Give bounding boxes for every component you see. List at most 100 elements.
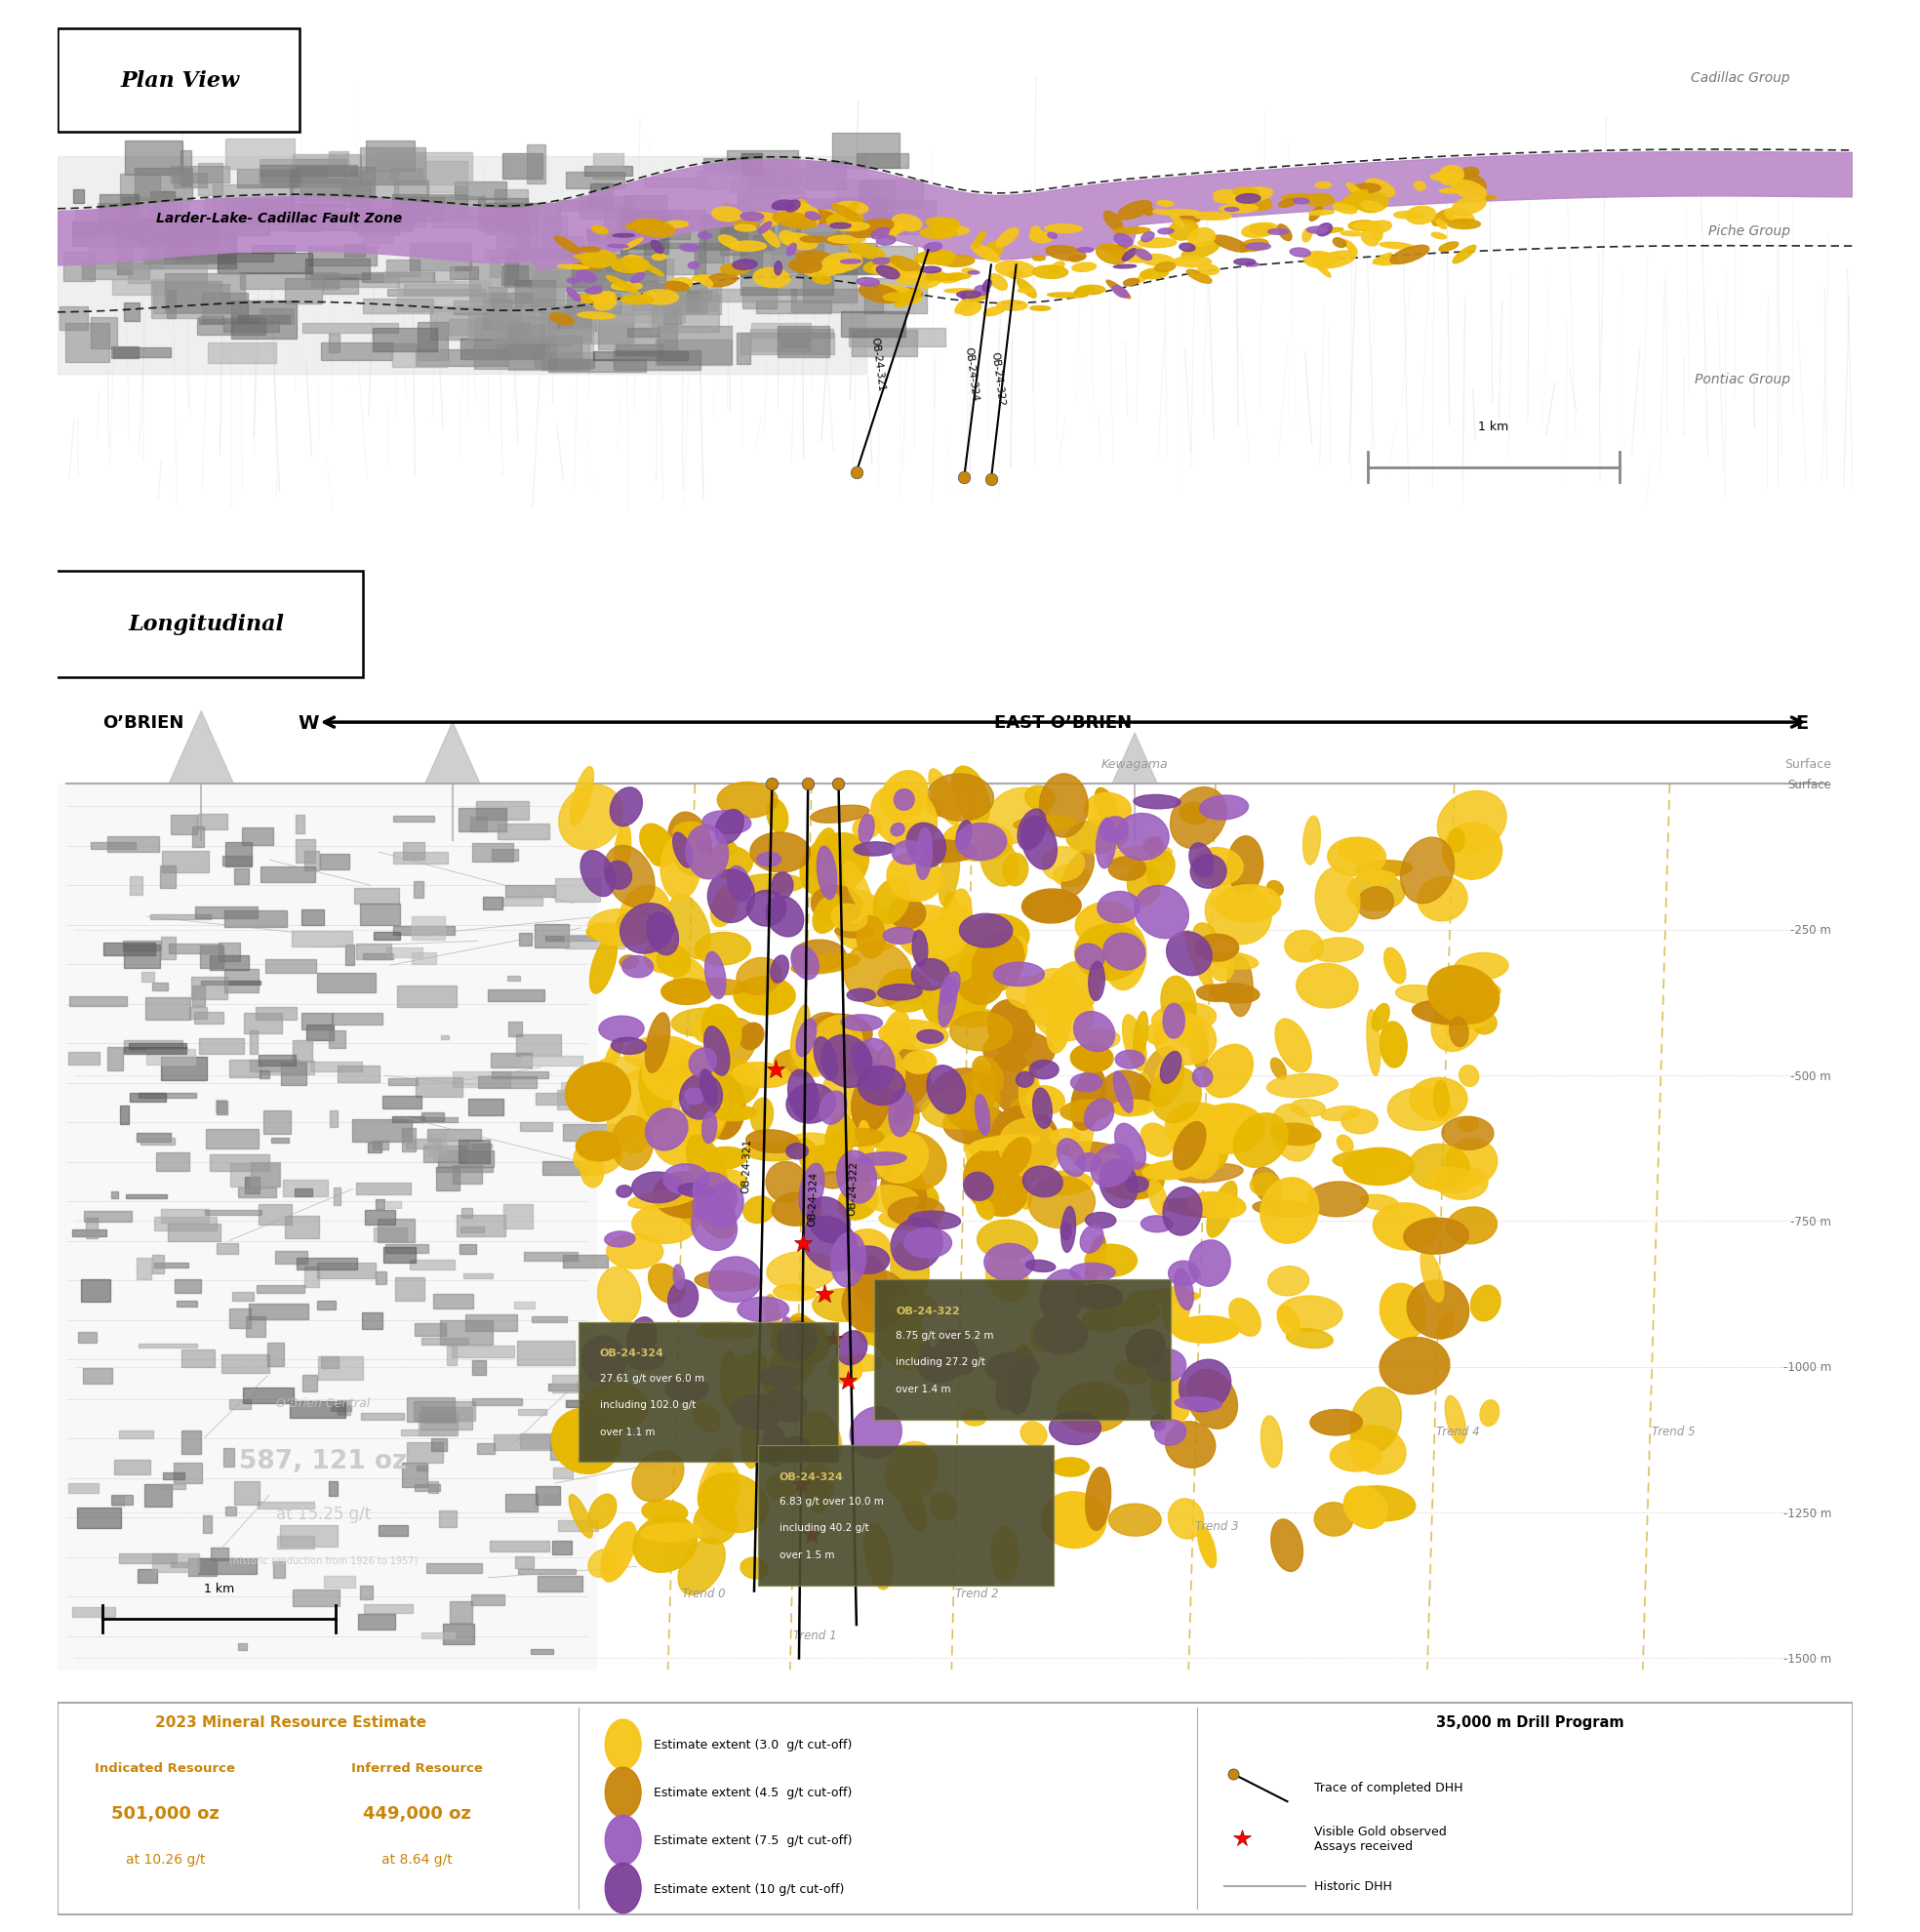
- Ellipse shape: [668, 895, 710, 960]
- Ellipse shape: [1452, 182, 1486, 201]
- Ellipse shape: [803, 1410, 841, 1464]
- Polygon shape: [474, 319, 572, 342]
- Polygon shape: [386, 949, 422, 958]
- Ellipse shape: [791, 1005, 810, 1066]
- Ellipse shape: [1033, 267, 1068, 280]
- Text: (historic production from 1926 to 1957): (historic production from 1926 to 1957): [228, 1555, 417, 1565]
- Polygon shape: [374, 1200, 384, 1209]
- Ellipse shape: [1021, 889, 1081, 923]
- Polygon shape: [591, 185, 612, 211]
- Polygon shape: [301, 1376, 317, 1391]
- Polygon shape: [394, 817, 434, 821]
- Ellipse shape: [751, 1097, 774, 1134]
- Ellipse shape: [1018, 1169, 1033, 1209]
- Ellipse shape: [653, 1173, 718, 1217]
- Text: at 10.26 g/t: at 10.26 g/t: [125, 1851, 205, 1864]
- Ellipse shape: [605, 1037, 622, 1070]
- Ellipse shape: [852, 1041, 870, 1068]
- Polygon shape: [119, 1105, 129, 1124]
- Polygon shape: [541, 336, 582, 371]
- Ellipse shape: [1361, 203, 1382, 213]
- Ellipse shape: [1415, 182, 1425, 191]
- Ellipse shape: [597, 1057, 660, 1080]
- Polygon shape: [459, 1140, 490, 1163]
- Ellipse shape: [1114, 265, 1137, 269]
- Ellipse shape: [668, 1111, 701, 1142]
- Polygon shape: [259, 1204, 292, 1225]
- Ellipse shape: [1025, 1086, 1066, 1115]
- Ellipse shape: [705, 1182, 743, 1227]
- Polygon shape: [566, 294, 620, 313]
- Polygon shape: [411, 243, 472, 270]
- Ellipse shape: [837, 1331, 868, 1366]
- Ellipse shape: [943, 889, 972, 954]
- Ellipse shape: [1060, 1223, 1071, 1240]
- Ellipse shape: [908, 840, 977, 864]
- Polygon shape: [217, 1101, 227, 1115]
- Polygon shape: [420, 1633, 455, 1638]
- Polygon shape: [108, 837, 159, 852]
- Ellipse shape: [1192, 1066, 1213, 1088]
- Ellipse shape: [973, 1132, 1043, 1196]
- Ellipse shape: [991, 1051, 1037, 1117]
- Ellipse shape: [895, 823, 937, 838]
- Polygon shape: [501, 898, 543, 906]
- Polygon shape: [108, 1047, 123, 1070]
- Ellipse shape: [551, 1408, 620, 1474]
- Ellipse shape: [810, 889, 877, 914]
- Ellipse shape: [733, 222, 758, 226]
- Ellipse shape: [1152, 211, 1175, 214]
- Ellipse shape: [799, 1163, 824, 1217]
- Ellipse shape: [993, 962, 1044, 987]
- Ellipse shape: [766, 1252, 837, 1291]
- Ellipse shape: [887, 854, 943, 902]
- Ellipse shape: [1085, 794, 1131, 827]
- Polygon shape: [522, 1057, 582, 1066]
- Polygon shape: [749, 168, 804, 193]
- Ellipse shape: [1342, 1109, 1379, 1134]
- Ellipse shape: [966, 914, 1029, 958]
- Polygon shape: [286, 218, 336, 230]
- Polygon shape: [152, 1553, 200, 1573]
- Ellipse shape: [943, 893, 958, 941]
- Ellipse shape: [891, 1240, 929, 1298]
- Polygon shape: [242, 827, 273, 846]
- Polygon shape: [543, 216, 566, 247]
- Ellipse shape: [1108, 243, 1150, 263]
- Ellipse shape: [1388, 1088, 1452, 1130]
- Ellipse shape: [799, 253, 824, 270]
- Ellipse shape: [851, 1072, 889, 1132]
- Polygon shape: [223, 323, 278, 332]
- Polygon shape: [847, 201, 937, 236]
- Ellipse shape: [1267, 1074, 1338, 1097]
- Ellipse shape: [605, 862, 632, 889]
- Ellipse shape: [943, 821, 1012, 862]
- Ellipse shape: [1116, 1124, 1146, 1169]
- Polygon shape: [472, 844, 513, 862]
- Text: OB-24-324: OB-24-324: [964, 346, 979, 402]
- Ellipse shape: [1192, 848, 1242, 887]
- Ellipse shape: [1069, 257, 1083, 261]
- Polygon shape: [271, 1138, 288, 1144]
- Ellipse shape: [622, 257, 647, 272]
- Text: Trend 1: Trend 1: [793, 1629, 837, 1640]
- Ellipse shape: [918, 1345, 962, 1383]
- Polygon shape: [372, 1142, 388, 1150]
- Ellipse shape: [1096, 960, 1133, 976]
- Ellipse shape: [1158, 230, 1173, 236]
- Polygon shape: [749, 193, 804, 216]
- Polygon shape: [559, 261, 612, 282]
- Polygon shape: [468, 309, 536, 342]
- Ellipse shape: [720, 1350, 739, 1410]
- Polygon shape: [697, 172, 770, 189]
- Ellipse shape: [605, 1768, 641, 1818]
- Ellipse shape: [804, 1018, 854, 1072]
- Ellipse shape: [632, 220, 674, 238]
- Ellipse shape: [1140, 269, 1167, 280]
- Ellipse shape: [582, 1383, 649, 1432]
- Polygon shape: [372, 328, 438, 352]
- Ellipse shape: [697, 854, 712, 873]
- Ellipse shape: [1171, 1113, 1219, 1179]
- Polygon shape: [79, 1331, 96, 1343]
- Polygon shape: [488, 989, 543, 1003]
